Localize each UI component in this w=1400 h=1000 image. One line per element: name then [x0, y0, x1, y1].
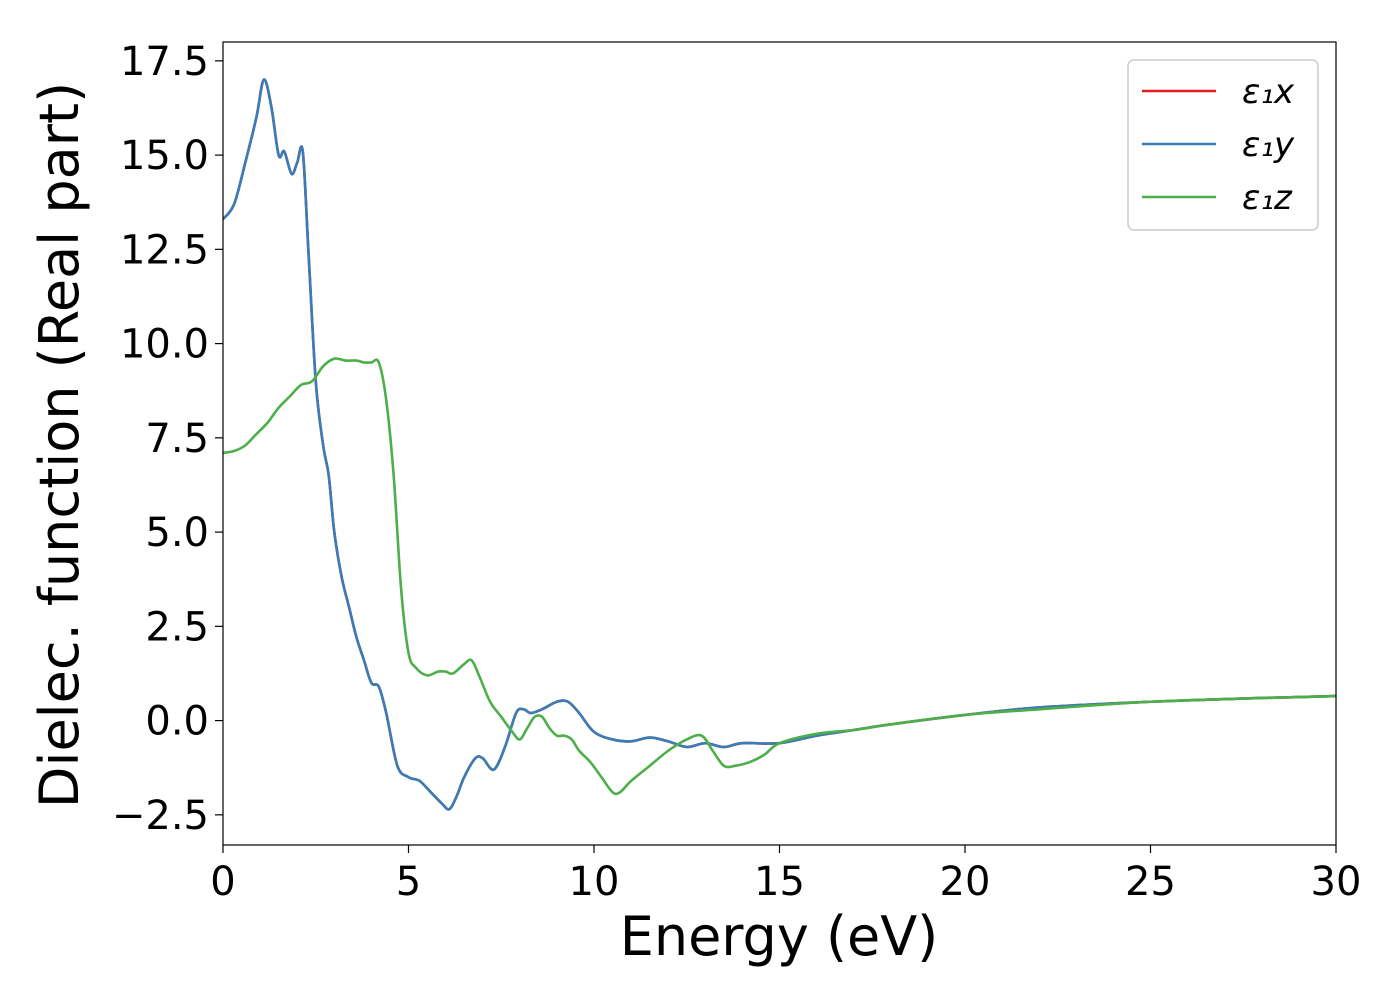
- legend-label-2: ε₁y: [1242, 125, 1295, 165]
- x-axis-label: Energy (eV): [620, 905, 939, 968]
- y-tick-label: 17.5: [120, 39, 209, 85]
- x-tick-label: 25: [1125, 859, 1176, 905]
- legend-label-3: ε₁z: [1242, 178, 1293, 218]
- x-tick-label: 15: [754, 859, 805, 905]
- legend: ε₁x ε₁y ε₁z: [1127, 59, 1319, 231]
- y-tick-label: 15.0: [120, 133, 209, 179]
- y-tick-label: 10.0: [120, 322, 209, 368]
- y-axis-ticks: −2.5 0.0 2.5 5.0 7.5 10.0 12.5 15.0 17.5: [112, 39, 223, 839]
- x-tick-label: 30: [1311, 859, 1362, 905]
- y-tick-label: 2.5: [145, 604, 209, 650]
- legend-box: [1127, 59, 1319, 231]
- x-tick-label: 10: [569, 859, 620, 905]
- y-axis-label: Dielec. function (Real part): [28, 82, 91, 808]
- series-layer: [223, 78, 1336, 811]
- y-tick-label: 7.5: [145, 416, 209, 462]
- legend-label-1: ε₁x: [1242, 72, 1295, 112]
- x-axis-ticks: 0 5 10 15 20 25 30: [210, 845, 1361, 905]
- y-tick-label: 0.0: [145, 699, 209, 745]
- x-tick-label: 0: [210, 859, 235, 905]
- series-line-3: [223, 357, 1336, 796]
- y-tick-label: 12.5: [120, 227, 209, 273]
- x-tick-label: 20: [940, 859, 991, 905]
- y-tick-label: −2.5: [112, 793, 209, 839]
- x-tick-label: 5: [396, 859, 421, 905]
- y-tick-label: 5.0: [145, 510, 209, 556]
- series-line-2: [223, 78, 1336, 811]
